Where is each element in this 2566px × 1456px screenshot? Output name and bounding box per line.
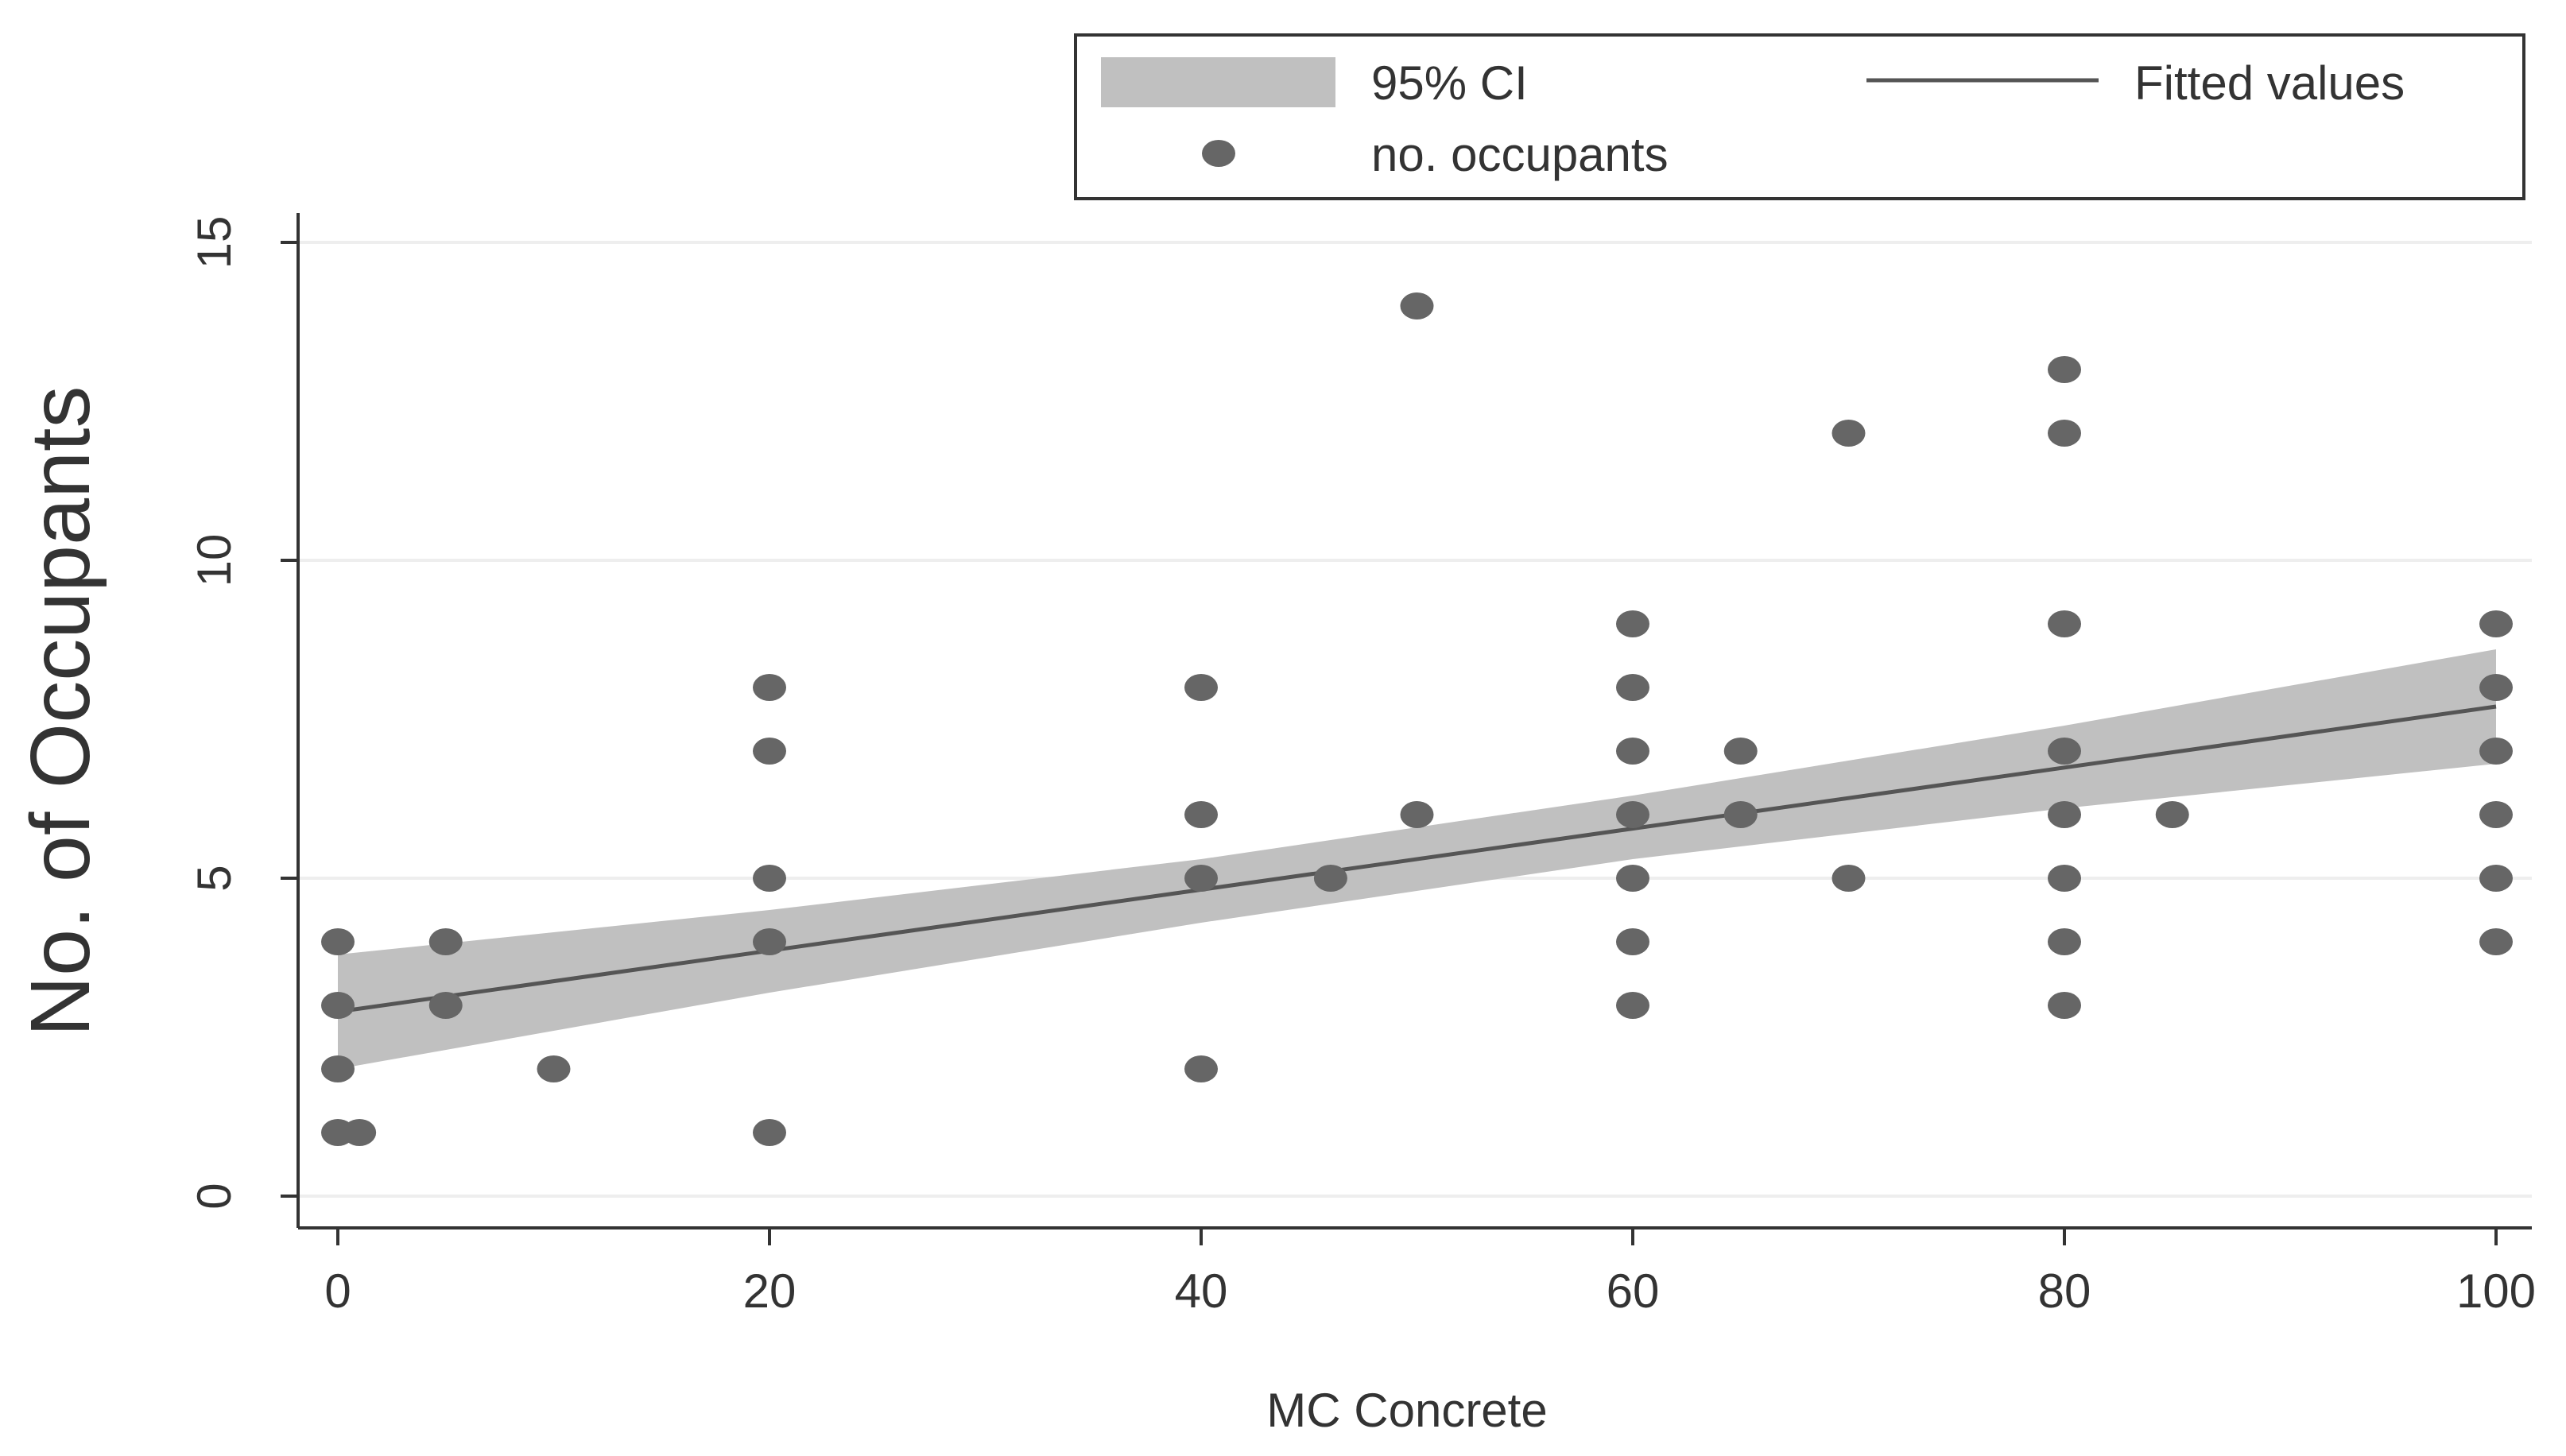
scatter-point xyxy=(428,992,463,1019)
ticks-layer: 0 20 40 60 80 100 0 5 10 15 xyxy=(188,216,2536,1318)
fitted-line xyxy=(337,704,2497,1014)
points-layer xyxy=(321,292,2513,1146)
y-tick-label: 5 xyxy=(188,865,241,891)
scatter-point xyxy=(2479,674,2513,701)
y-tick-label: 15 xyxy=(188,216,241,269)
y-axis-title: No. of Occupants xyxy=(14,386,107,1037)
x-axis-title: MC Concrete xyxy=(1266,1384,1547,1437)
x-tick-label: 0 xyxy=(324,1264,351,1318)
scatter-point xyxy=(1184,801,1218,828)
scatter-point xyxy=(2479,610,2513,637)
grid-layer xyxy=(298,241,2532,1198)
scatter-point xyxy=(1616,928,1649,955)
legend: 95% CI Fitted values no. occupants xyxy=(1074,33,2525,200)
scatter-point xyxy=(1831,420,1866,447)
scatter-point xyxy=(2048,356,2081,383)
scatter-point xyxy=(1184,865,1218,892)
scatter-point xyxy=(321,992,355,1019)
scatter-point xyxy=(2479,928,2513,955)
legend-ci-swatch xyxy=(1101,57,1335,107)
scatter-point xyxy=(1723,801,1758,828)
scatter-point xyxy=(1184,674,1218,701)
scatter-point xyxy=(2155,801,2189,828)
scatter-point xyxy=(1616,801,1649,828)
scatter-point xyxy=(753,865,786,892)
scatter-point xyxy=(753,674,786,701)
scatter-point xyxy=(2048,738,2081,765)
x-tick-label: 40 xyxy=(1175,1264,1228,1318)
scatter-point xyxy=(1831,865,1866,892)
scatter-point xyxy=(2048,420,2081,447)
legend-fit-label: Fitted values xyxy=(2134,56,2405,110)
scatter-point xyxy=(753,928,786,955)
scatter-point xyxy=(1313,865,1347,892)
scatter-point xyxy=(2048,610,2081,637)
scatter-point xyxy=(1616,992,1649,1019)
scatter-point xyxy=(2048,801,2081,828)
legend-scatter-marker xyxy=(1202,140,1235,167)
scatter-point xyxy=(1184,1055,1218,1082)
scatter-point xyxy=(1400,292,1434,319)
scatter-point xyxy=(2048,928,2081,955)
scatter-point xyxy=(1400,801,1434,828)
fit-layer xyxy=(337,704,2497,1014)
scatter-point xyxy=(321,1055,355,1082)
scatter-point xyxy=(1723,738,1758,765)
scatter-point xyxy=(753,738,786,765)
x-tick-label: 80 xyxy=(2038,1264,2091,1318)
scatter-point xyxy=(2479,865,2513,892)
scatter-point xyxy=(428,928,463,955)
legend-ci-label: 95% CI xyxy=(1371,56,1528,110)
axes-layer xyxy=(297,213,2532,1229)
scatter-point xyxy=(1616,865,1649,892)
scatter-point xyxy=(753,1119,786,1146)
scatter-point xyxy=(2479,801,2513,828)
scatter-point xyxy=(1616,610,1649,637)
scatter-point xyxy=(2048,865,2081,892)
scatter-point xyxy=(1616,738,1649,765)
scatter-point xyxy=(2048,992,2081,1019)
legend-scatter-label: no. occupants xyxy=(1371,128,1669,181)
scatter-point xyxy=(343,1119,377,1146)
scatter-point xyxy=(2479,738,2513,765)
y-tick-label: 0 xyxy=(188,1183,241,1209)
scatter-point xyxy=(321,928,355,955)
scatter-point xyxy=(1616,674,1649,701)
x-tick-label: 60 xyxy=(1607,1264,1660,1318)
scatter-point xyxy=(537,1055,571,1082)
y-tick-label: 10 xyxy=(188,534,241,587)
x-tick-label: 20 xyxy=(743,1264,797,1318)
x-tick-label: 100 xyxy=(2456,1264,2536,1318)
